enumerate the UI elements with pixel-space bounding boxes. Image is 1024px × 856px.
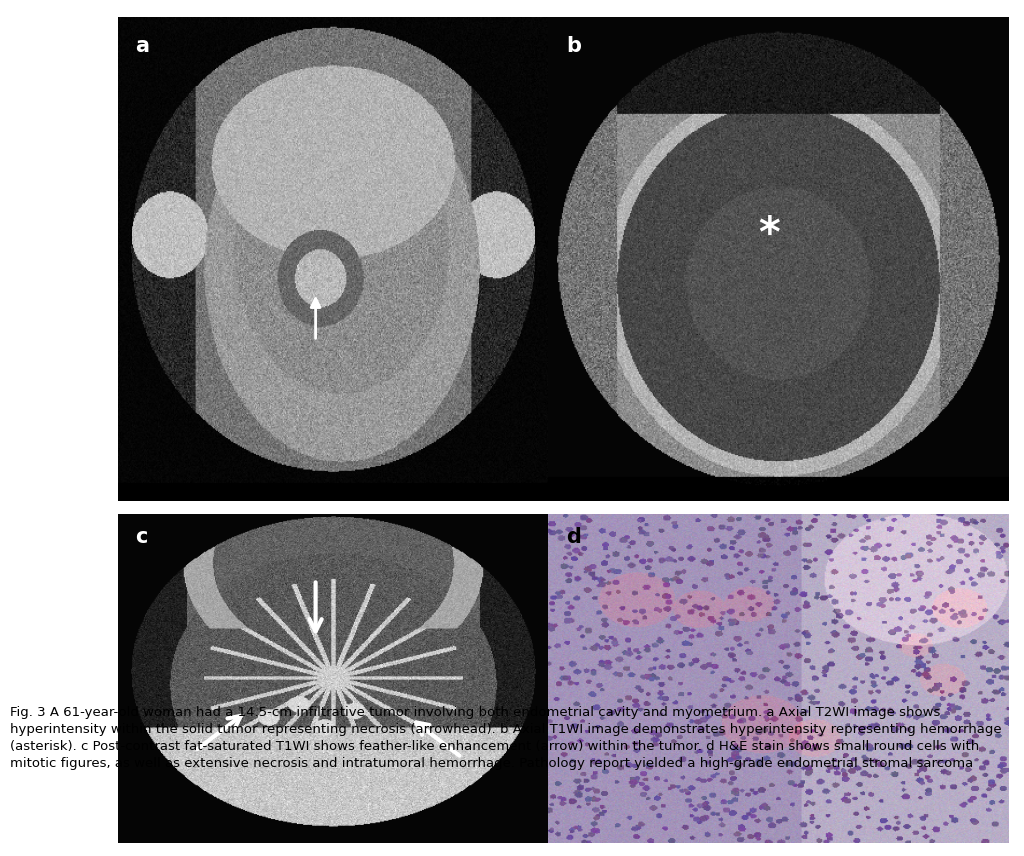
Text: b: b — [566, 37, 582, 56]
Text: c: c — [135, 526, 147, 547]
Text: d: d — [566, 526, 582, 547]
Text: a: a — [135, 37, 148, 56]
Text: Fig. 3 A 61-year-old woman had a 14.5-cm infiltrative tumor involving both endom: Fig. 3 A 61-year-old woman had a 14.5-cm… — [10, 706, 1001, 770]
Text: *: * — [758, 214, 780, 256]
